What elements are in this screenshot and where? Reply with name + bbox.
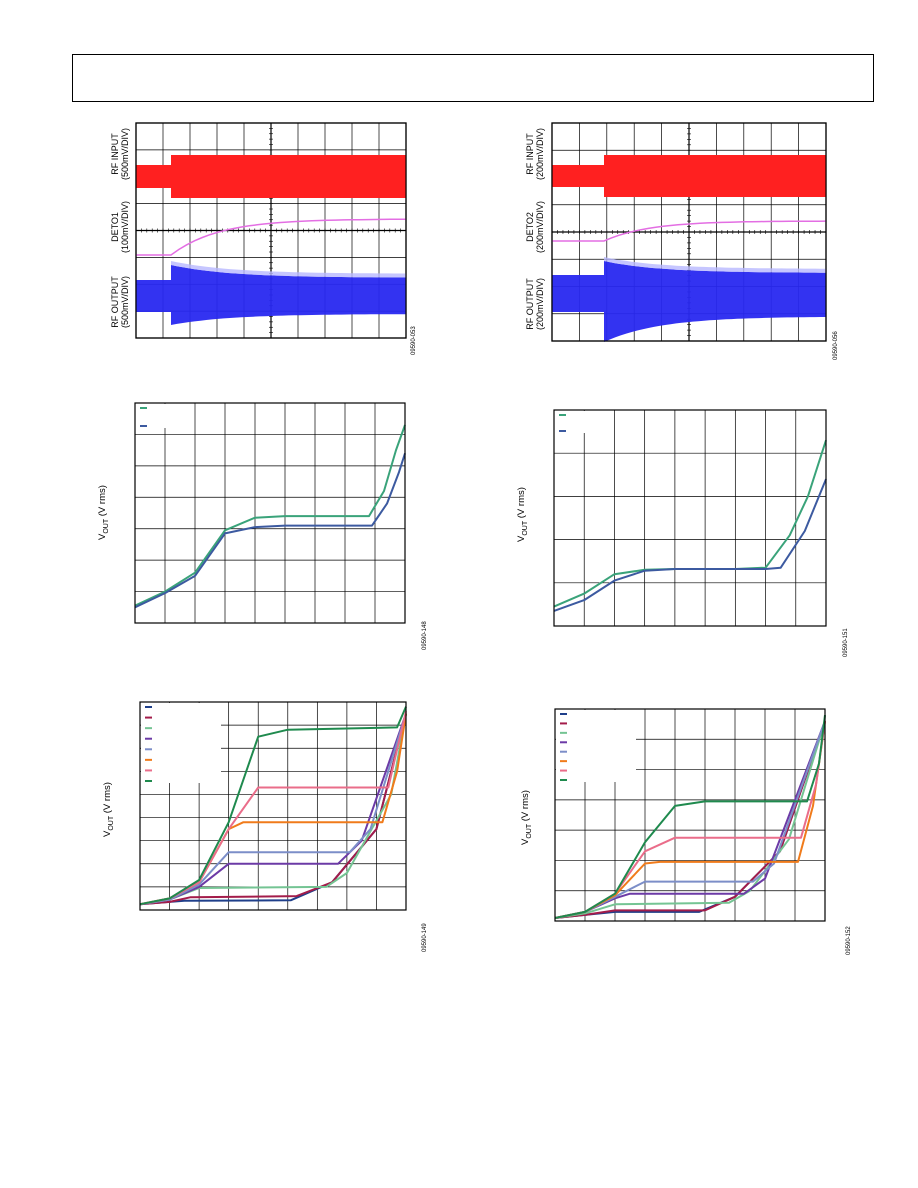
transfer-figure-2: VOUT (V rms) 09590-151: [512, 400, 857, 665]
plot-frame: [554, 708, 826, 922]
transfer-figure-1: VOUT (V rms) 09590-148: [95, 395, 440, 660]
legend-box: [556, 710, 636, 782]
plot-frame-top: [551, 122, 827, 342]
plot-frame-top: [135, 122, 407, 339]
rf-input-trace: [136, 155, 406, 198]
plot-frame: [553, 409, 827, 627]
series-line: [553, 478, 827, 612]
series-line: [139, 706, 407, 906]
series-line: [553, 439, 827, 608]
series-line: [139, 713, 407, 906]
transfer-plot: [553, 409, 827, 627]
detector-output-trace: [552, 220, 827, 242]
scope-plot: [551, 122, 827, 342]
series-line: [134, 452, 406, 609]
transfer-figure-3: VOUT (V rms) 09590-149: [100, 695, 440, 960]
series-line: [554, 720, 826, 919]
plot-frame: [139, 701, 407, 911]
detector-output-trace: [136, 218, 407, 256]
page-header-box: [72, 54, 874, 102]
rf-output-trace: [136, 265, 406, 325]
transfer-plot: [139, 701, 407, 911]
rf-output-envelope-halo: [171, 261, 406, 278]
legend-box: [555, 411, 613, 433]
series-line: [134, 424, 406, 607]
scope-figure-2: RF INPUT (200mV/DIV) DETO2 (200mV/DIV) R…: [500, 115, 860, 375]
series-line: [554, 714, 826, 919]
transfer-plot: [554, 708, 826, 922]
transfer-figure-4: VOUT (V rms) 09590-152: [515, 700, 860, 965]
scope-figure-1: RF INPUT (500mV/DIV) DETO1 (100mV/DIV) R…: [80, 115, 440, 375]
rf-output-trace: [552, 261, 826, 342]
transfer-plot: [134, 402, 406, 624]
rf-input-trace: [552, 155, 826, 197]
scope-plot: [135, 122, 407, 339]
legend-box: [141, 703, 221, 783]
rf-output-envelope-halo: [604, 257, 826, 273]
plot-frame: [134, 402, 406, 624]
series-line: [139, 713, 407, 906]
